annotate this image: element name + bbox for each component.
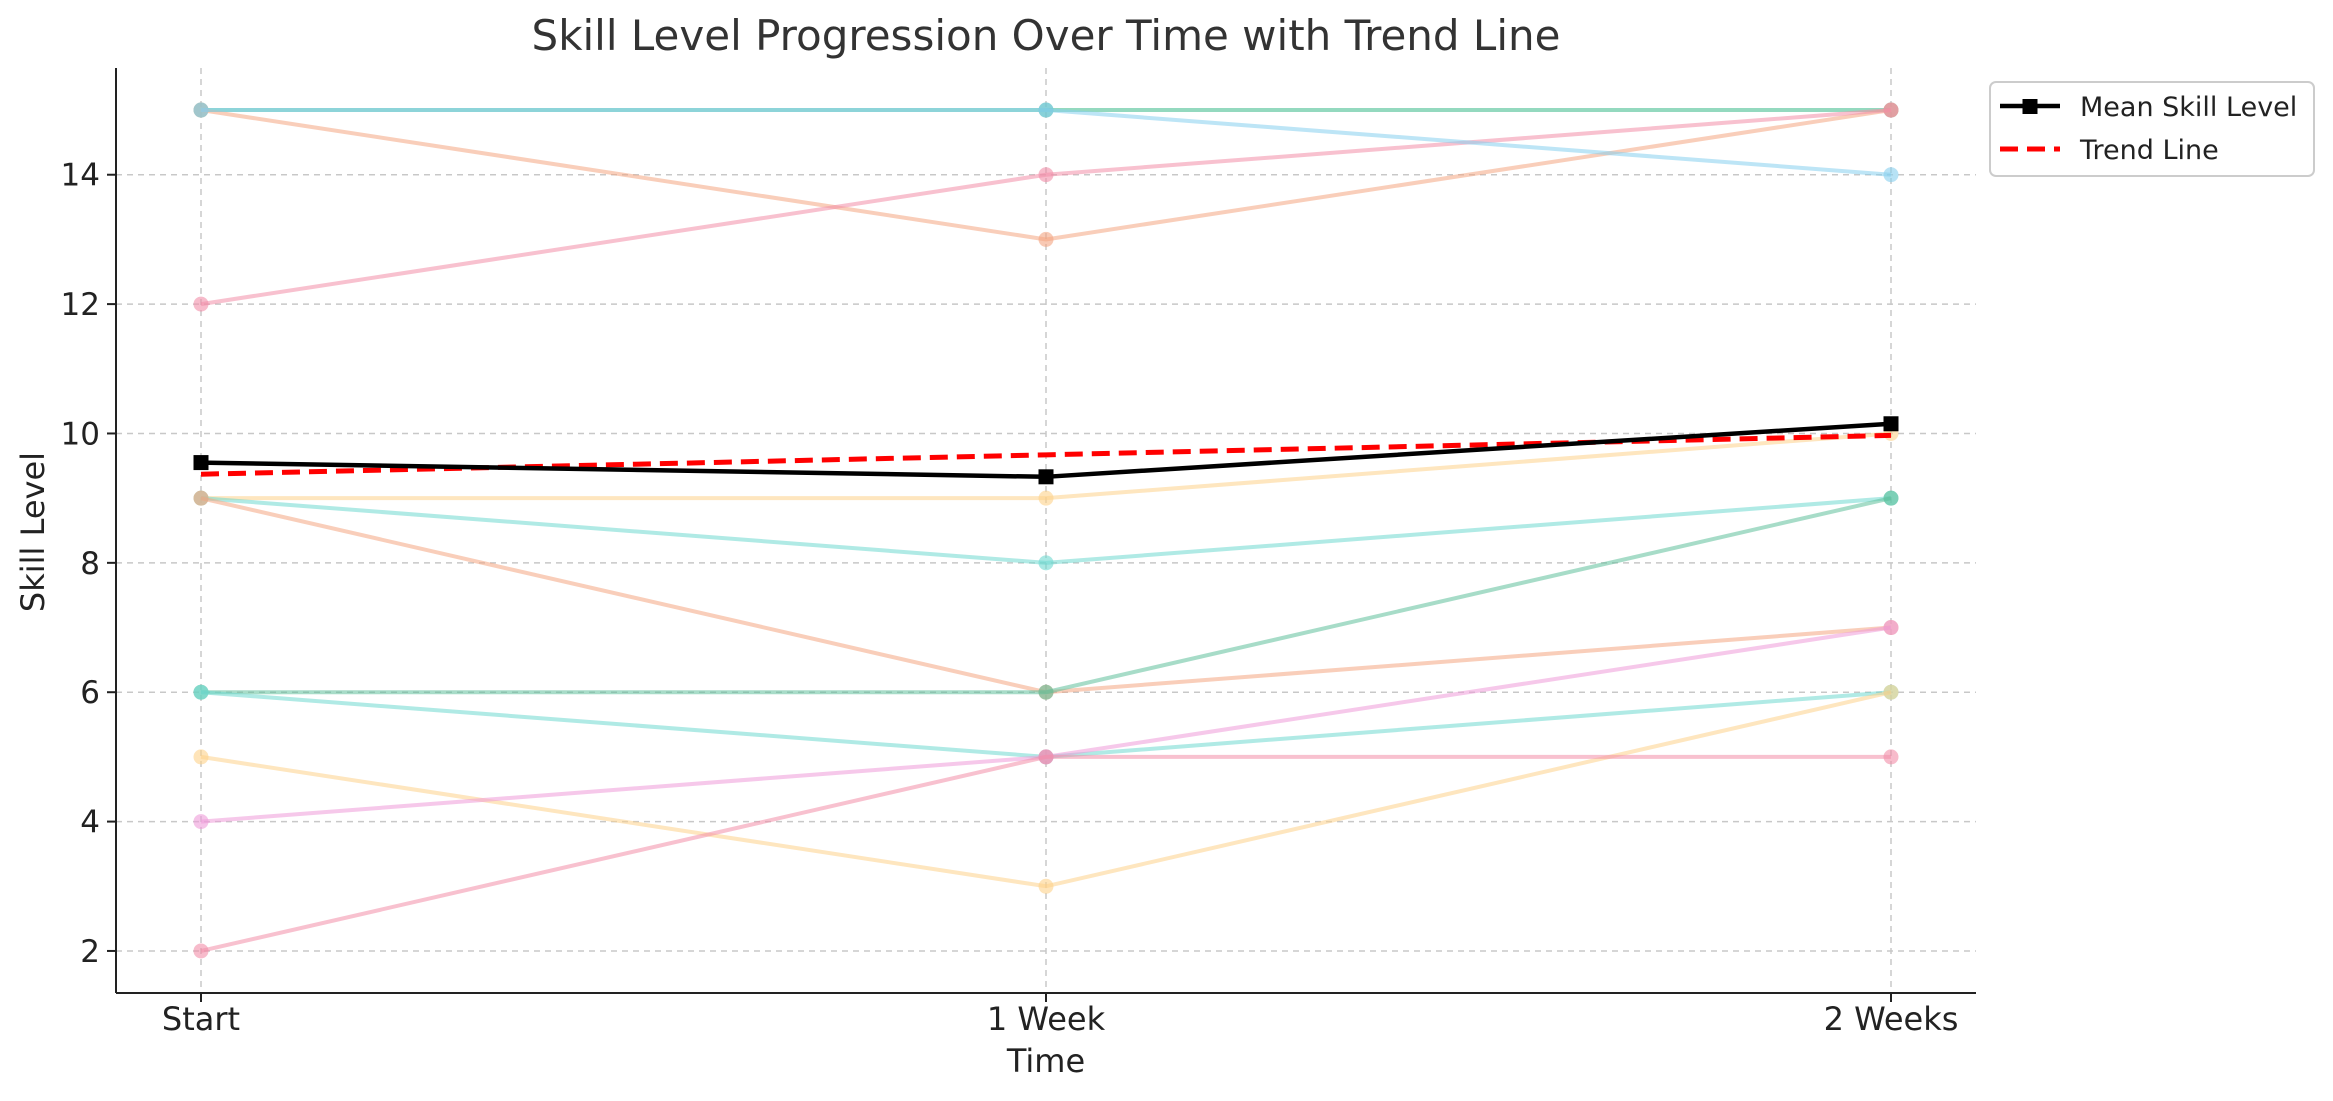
individual-data-point: [1038, 490, 1054, 506]
y-tick-label: 4: [80, 805, 100, 841]
x-tick-label: Start: [162, 1000, 240, 1038]
individual-data-point: [193, 296, 209, 312]
y-tick-label: 2: [80, 934, 100, 970]
mean-data-point: [193, 455, 209, 471]
grid-lines: [116, 68, 1976, 993]
individual-series-line: [200, 690, 1892, 759]
legend-trend-label: Trend Line: [2079, 135, 2219, 166]
individual-series-line: [201, 108, 1892, 177]
individual-data-point: [193, 490, 209, 506]
individual-data-point: [1038, 749, 1054, 765]
y-tick-label: 10: [61, 416, 100, 452]
x-tick-label: 1 Week: [987, 1000, 1106, 1038]
legend-mean-marker: [2022, 99, 2038, 114]
y-tick-label: 12: [61, 287, 100, 323]
summary-series-group: [193, 416, 1899, 485]
x-axis-ticks: Start 1 Week 2 Weeks: [162, 993, 1959, 1038]
x-axis-label: Time: [1006, 1042, 1085, 1080]
individual-data-point: [1883, 684, 1899, 700]
individual-data-point: [1038, 555, 1054, 571]
individual-data-point: [1038, 231, 1054, 247]
individual-series-group: [193, 102, 1899, 959]
y-tick-label: 6: [80, 675, 100, 711]
legend-mean-label: Mean Skill Level: [2080, 92, 2297, 123]
chart-title: Skill Level Progression Over Time with T…: [532, 11, 1561, 60]
individual-data-point: [1883, 620, 1899, 636]
x-tick-label: 2 Weeks: [1824, 1000, 1959, 1038]
y-axis-ticks: 2 4 6 8 10 12 14: [61, 158, 116, 970]
individual-data-point: [193, 684, 209, 700]
individual-data-point: [1038, 167, 1054, 183]
legend-box: [1989, 81, 2315, 177]
legend: Mean Skill Level Trend Line: [1989, 81, 2315, 177]
individual-data-point: [193, 814, 209, 830]
individual-data-point: [1883, 490, 1899, 506]
individual-data-point: [1038, 684, 1054, 700]
individual-data-point: [193, 102, 209, 118]
mean-data-point: [1038, 469, 1054, 485]
mean-data-point: [1883, 416, 1899, 432]
individual-data-point: [1038, 102, 1054, 118]
individual-data-point: [1883, 749, 1899, 765]
individual-data-point: [193, 943, 209, 959]
y-axis-label: Skill Level: [14, 452, 52, 612]
individual-data-point: [1883, 102, 1899, 118]
y-tick-label: 14: [61, 158, 100, 194]
individual-data-point: [1038, 878, 1054, 894]
individual-data-point: [193, 749, 209, 765]
individual-data-point: [1883, 167, 1899, 183]
y-tick-label: 8: [80, 546, 100, 582]
